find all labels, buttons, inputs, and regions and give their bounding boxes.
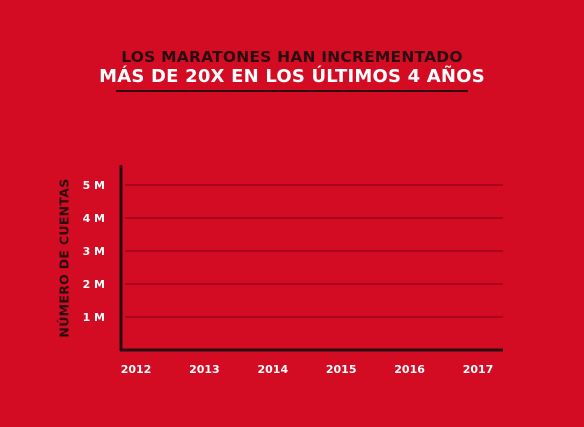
chart-subtitle: MÁS DE 20X EN LOS ÚLTIMOS 4 AÑOS bbox=[99, 66, 485, 87]
x-tick-label-2013: 2013 bbox=[189, 363, 220, 376]
chart-title: LOS MARATONES HAN INCREMENTADO bbox=[121, 48, 463, 66]
y-tick-label: 1 M bbox=[83, 311, 105, 324]
y-tick-label: 3 M bbox=[83, 245, 105, 258]
x-tick-label-2015: 2015 bbox=[326, 363, 357, 376]
x-tick-label-2017: 2017 bbox=[463, 363, 494, 376]
x-tick-label-2012: 2012 bbox=[121, 363, 152, 376]
y-tick-label: 2 M bbox=[83, 278, 105, 291]
y-tick-label: 5 M bbox=[83, 179, 105, 192]
x-tick-label-2014: 2014 bbox=[257, 363, 288, 376]
title-underline bbox=[116, 90, 468, 92]
x-tick-label-2016: 2016 bbox=[394, 363, 425, 376]
y-tick-label: 4 M bbox=[83, 212, 105, 225]
